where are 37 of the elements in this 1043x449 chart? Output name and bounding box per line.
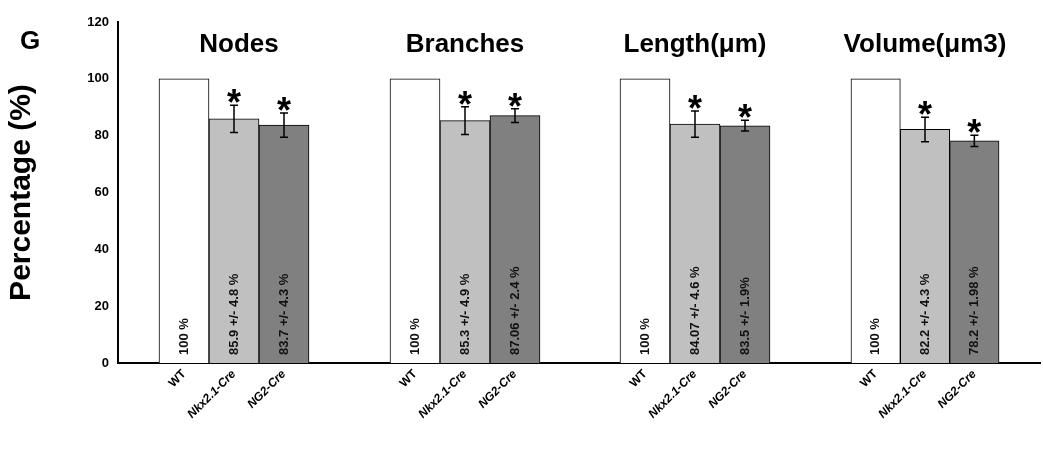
data-label: 85.9 +/- 4.8 %	[225, 273, 241, 355]
data-label: 100 %	[636, 317, 652, 355]
y-tick-label: 20	[94, 297, 109, 313]
annotation: *	[917, 94, 933, 136]
x-tick-label: WT	[857, 366, 881, 390]
data-label: 84.07 +/- 4.6 %	[686, 266, 702, 355]
y-tick-label: 120	[87, 13, 109, 29]
data-label: 100 %	[406, 317, 422, 355]
chart-title: Volume(μm3)	[843, 28, 1007, 59]
annotation: *	[507, 85, 523, 127]
y-axis-title: Percentage (%)	[3, 84, 37, 301]
text: G	[20, 25, 41, 56]
data-label: 87.06 +/- 2.4 %	[506, 266, 522, 355]
y-tick-label: 80	[94, 127, 109, 143]
data-label: 85.3 +/- 4.9 %	[456, 273, 472, 355]
annotation: *	[737, 97, 753, 139]
annotation: *	[687, 88, 703, 130]
y-tick-label: 100	[87, 70, 109, 86]
y-tick-label: 0	[101, 354, 109, 370]
data-label: 78.2 +/- 1.98 %	[965, 266, 981, 355]
data-label: 100 %	[175, 317, 191, 355]
chart-title: Nodes	[199, 28, 279, 59]
annotation: *	[457, 83, 473, 125]
x-tick-label: WT	[626, 366, 650, 390]
x-tick-label: WT	[396, 366, 420, 390]
data-label: 83.7 +/- 4.3 %	[275, 273, 291, 355]
x-tick-label: WT	[165, 366, 189, 390]
y-tick-label: 40	[94, 240, 109, 256]
chart-title: Branches	[405, 28, 525, 59]
annotation: *	[226, 82, 242, 124]
data-label: 82.2 +/- 4.3 %	[916, 273, 932, 355]
chart-title: Length(μm)	[623, 28, 767, 59]
annotation: *	[276, 89, 292, 131]
data-label: 83.5 +/- 1.9%	[736, 276, 752, 355]
annotation: *	[967, 112, 982, 154]
data-label: 100 %	[867, 317, 883, 355]
y-tick-label: 60	[94, 184, 109, 200]
